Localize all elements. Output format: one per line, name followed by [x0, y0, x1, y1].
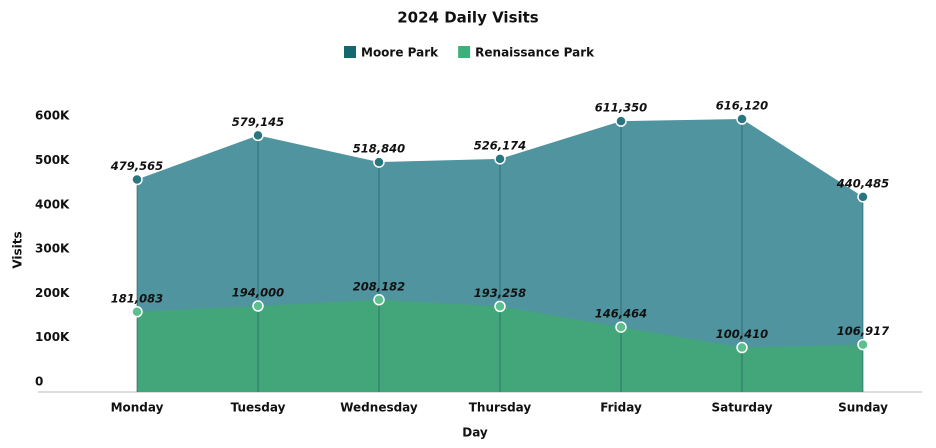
data-label: 146,464 [595, 307, 647, 321]
x-tick-label: Wednesday [340, 401, 418, 415]
x-tick-label: Tuesday [231, 401, 286, 415]
data-point [615, 321, 627, 333]
x-tick-label: Thursday [469, 401, 532, 415]
data-label: 106,917 [837, 324, 889, 338]
y-tick-label: 300K [35, 242, 70, 256]
x-tick-label: Friday [600, 401, 642, 415]
chart-title: 2024 Daily Visits [397, 9, 539, 27]
legend-swatch [458, 46, 471, 58]
data-point [857, 338, 869, 351]
y-tick-label: 400K [35, 197, 70, 211]
data-point [857, 191, 869, 203]
data-point [131, 306, 143, 318]
data-point [252, 300, 264, 312]
x-tick-label: Sunday [838, 401, 888, 415]
data-point [615, 115, 627, 127]
y-axis-label: Visits [11, 231, 25, 268]
data-label: 193,258 [474, 286, 526, 300]
y-tick-label: 600K [35, 109, 70, 123]
x-tick-label: Monday [111, 401, 164, 415]
data-label: 194,000 [232, 286, 284, 300]
data-label: 526,174 [474, 138, 526, 152]
data-label: 518,840 [353, 142, 405, 156]
data-label: 616,120 [716, 99, 768, 113]
data-label: 479,565 [110, 159, 163, 173]
data-point [494, 300, 506, 313]
data-label: 208,182 [353, 279, 405, 293]
data-point [736, 113, 748, 125]
y-tick-label: 0 [35, 375, 43, 389]
data-point [373, 156, 385, 168]
y-tick-label: 200K [35, 286, 70, 300]
legend-label: Moore Park [361, 46, 439, 60]
data-label: 181,083 [111, 291, 163, 305]
data-point [736, 341, 748, 354]
data-label: 100,410 [716, 327, 768, 341]
legend-label: Renaissance Park [475, 46, 595, 60]
legend-swatch [344, 46, 356, 58]
data-point [494, 153, 506, 165]
data-point [252, 129, 264, 142]
x-tick-label: Saturday [711, 401, 772, 415]
data-label: 611,350 [595, 101, 647, 115]
data-point [131, 173, 143, 186]
x-axis-label: Day [462, 426, 488, 440]
y-tick-label: 100K [35, 330, 70, 344]
data-label: 440,485 [836, 176, 889, 190]
y-tick-label: 500K [35, 153, 70, 167]
data-point [373, 294, 385, 306]
data-label: 579,145 [232, 115, 284, 129]
